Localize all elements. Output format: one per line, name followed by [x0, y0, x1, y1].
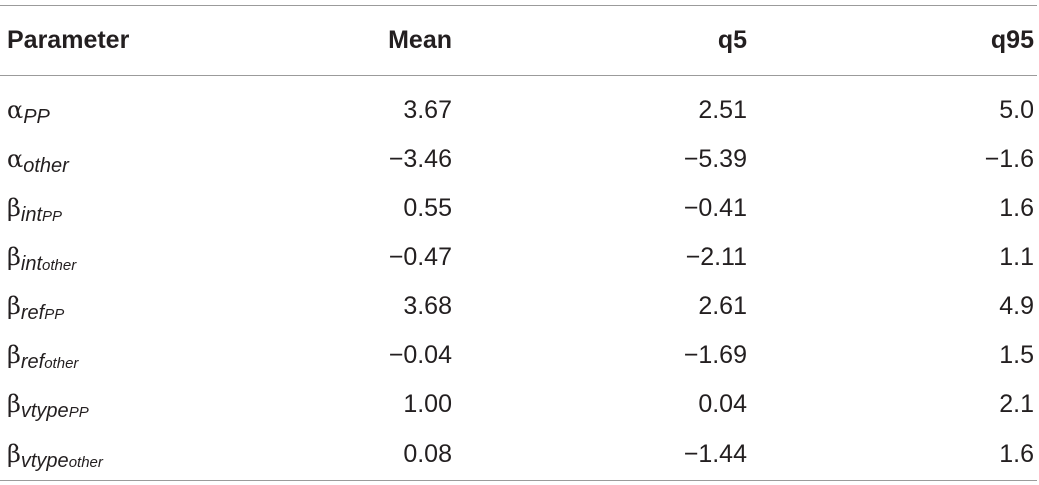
parameter-symbol: α	[7, 144, 24, 173]
q95-cell: 1.1	[999, 242, 1034, 271]
header-parameter: Parameter	[7, 26, 130, 54]
parameter-subscript: int	[20, 252, 42, 275]
mean-cell: 0.08	[403, 439, 452, 468]
parameter-subsubscript: other	[44, 354, 79, 372]
parameter-subscript: PP	[23, 105, 50, 128]
q5-cell: −5.39	[683, 144, 747, 173]
parameter-subscript: vtype	[20, 449, 69, 472]
table-row: βintother −0.47 −2.11 1.1	[0, 233, 1037, 282]
parameter-symbol: β	[7, 242, 21, 271]
q95-cell: −1.6	[984, 144, 1034, 173]
table-row: αother −3.46 −5.39 −1.6	[0, 135, 1037, 184]
parameter-symbol: β	[7, 291, 21, 320]
parameter-subscript: other	[23, 154, 69, 177]
table-row: βvtypePP 1.00 0.04 2.1	[0, 380, 1037, 429]
q95-cell: 2.1	[999, 389, 1034, 418]
q95-cell: 4.9	[999, 291, 1034, 320]
parameter-cell: βintother	[0, 233, 200, 282]
parameter-cell: αother	[0, 135, 200, 184]
table-row: βvtypeother 0.08 −1.44 1.6	[0, 429, 1037, 481]
q95-cell: 1.6	[999, 193, 1034, 222]
mean-cell: −0.47	[388, 242, 452, 271]
parameter-symbol: β	[7, 439, 21, 468]
q5-cell: −1.44	[683, 439, 747, 468]
parameter-symbol: β	[7, 389, 21, 418]
parameter-subsubscript: PP	[42, 207, 63, 225]
parameter-cell: βintPP	[0, 184, 200, 233]
parameter-estimates-table: Parameter Mean q5 q95 αPP 3.67 2.51 5.0 …	[0, 5, 1037, 481]
q5-cell: −0.41	[683, 193, 747, 222]
parameter-subsubscript: PP	[44, 305, 65, 323]
q5-cell: 2.61	[698, 291, 747, 320]
mean-cell: 3.67	[403, 95, 452, 124]
mean-cell: 3.68	[403, 291, 452, 320]
q95-cell: 1.6	[999, 439, 1034, 468]
q95-cell: 1.5	[999, 340, 1034, 369]
q5-cell: 0.04	[698, 389, 747, 418]
parameter-subsubscript: PP	[68, 403, 89, 421]
table-row: βrefother −0.04 −1.69 1.5	[0, 331, 1037, 380]
parameter-subscript: vtype	[20, 399, 69, 422]
mean-cell: −0.04	[388, 340, 452, 369]
table-body: αPP 3.67 2.51 5.0 αother −3.46 −5.39 −1.…	[0, 76, 1037, 481]
mean-cell: 0.55	[403, 193, 452, 222]
header-q5: q5	[717, 26, 747, 54]
parameter-subscript: ref	[20, 301, 45, 324]
parameter-symbol: β	[7, 193, 21, 222]
parameter-subscript: int	[20, 203, 42, 226]
parameter-symbol: α	[7, 95, 24, 124]
mean-cell: −3.46	[388, 144, 452, 173]
q5-cell: −1.69	[683, 340, 747, 369]
table-row: βrefPP 3.68 2.61 4.9	[0, 282, 1037, 331]
table-row: βintPP 0.55 −0.41 1.6	[0, 184, 1037, 233]
parameter-subsubscript: other	[42, 256, 77, 274]
parameter-cell: βrefPP	[0, 282, 200, 331]
parameter-subsubscript: other	[68, 453, 103, 471]
table-header-row: Parameter Mean q5 q95	[0, 5, 1037, 76]
q5-cell: −2.11	[685, 242, 747, 271]
parameter-cell: βvtypeother	[0, 429, 200, 481]
parameter-subscript: ref	[20, 350, 45, 373]
parameter-cell: βrefother	[0, 331, 200, 380]
parameter-symbol: β	[7, 340, 21, 369]
header-mean: Mean	[388, 26, 452, 54]
header-q95: q95	[990, 26, 1034, 54]
parameter-cell: αPP	[0, 76, 200, 135]
parameter-cell: βvtypePP	[0, 380, 200, 429]
q95-cell: 5.0	[999, 95, 1034, 124]
q5-cell: 2.51	[698, 95, 747, 124]
mean-cell: 1.00	[403, 389, 452, 418]
table-row: αPP 3.67 2.51 5.0	[0, 76, 1037, 135]
